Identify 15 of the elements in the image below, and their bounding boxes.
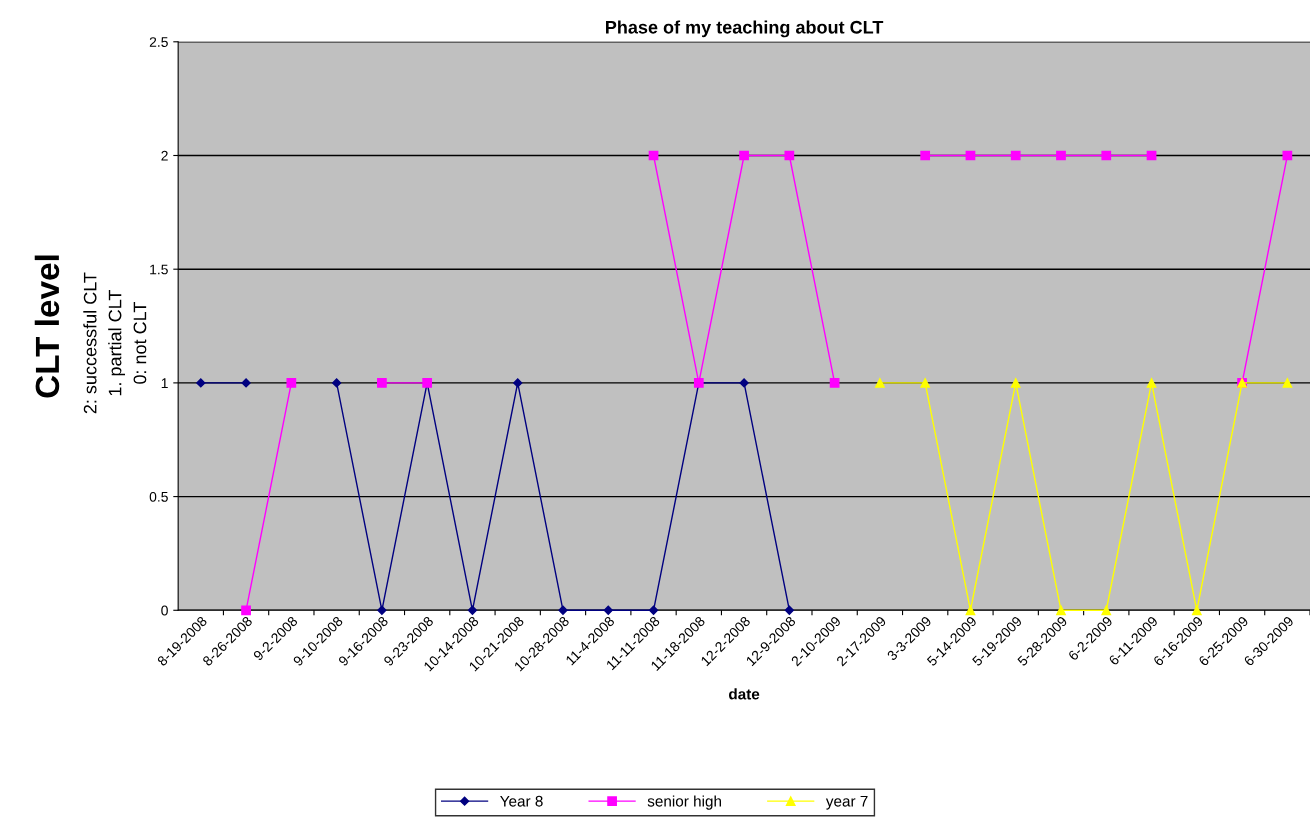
chart-title: Phase of my teaching about CLT bbox=[606, 20, 884, 38]
y-tick-label: 2.5 bbox=[149, 37, 168, 47]
y-tick-label: 0 bbox=[161, 605, 168, 616]
y-tick-label: 1.5 bbox=[150, 264, 168, 275]
text: 1. partial CLT bbox=[108, 289, 126, 396]
y-tick-label: 0.5 bbox=[149, 491, 168, 502]
text: 0: not CLT bbox=[133, 302, 147, 384]
x-axis-title: date bbox=[729, 688, 760, 700]
y-tick-label: 2 bbox=[161, 150, 168, 161]
legend-label: year 7 bbox=[825, 795, 868, 810]
legend-label: Year 8 bbox=[500, 795, 543, 807]
y-tick-label: 1 bbox=[161, 378, 168, 388]
y-axis-title: CLT level bbox=[34, 255, 60, 398]
legend-label: senior high bbox=[647, 795, 721, 810]
text: 2: successful CLT bbox=[83, 272, 97, 414]
